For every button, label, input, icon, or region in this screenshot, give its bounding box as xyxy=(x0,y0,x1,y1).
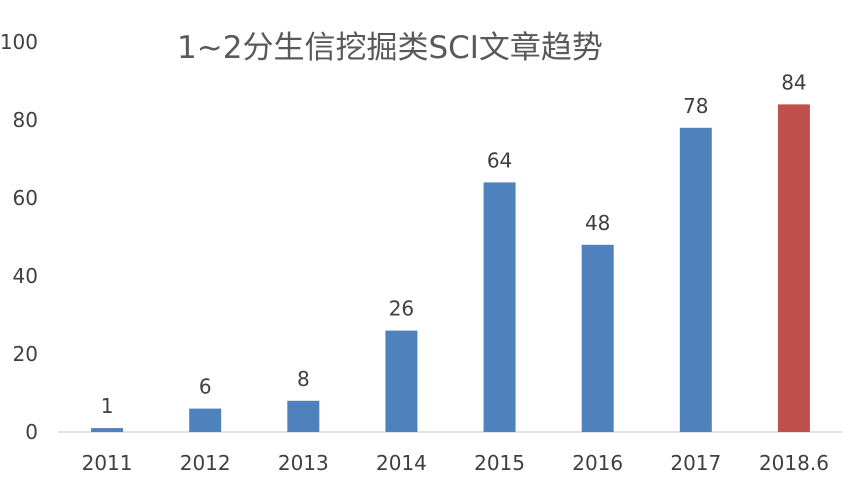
x-tick-label: 2015 xyxy=(474,451,525,475)
x-axis: 2011 2012 2013 2014 2015 2016 2017 2018.6 xyxy=(82,451,829,475)
data-label-2015: 64 xyxy=(487,148,512,172)
data-label-2012: 6 xyxy=(199,375,212,399)
x-tick-label: 2011 xyxy=(82,451,133,475)
chart-title: 1~2分生信挖掘类SCI文章趋势 xyxy=(177,30,603,66)
x-tick-label: 2013 xyxy=(278,451,329,475)
bar-2011 xyxy=(91,428,124,432)
x-tick-label: 2012 xyxy=(180,451,231,475)
data-label-2013: 8 xyxy=(297,367,310,391)
y-tick-label: 80 xyxy=(13,108,38,132)
y-axis: 0 20 40 60 80 100 xyxy=(0,30,38,444)
x-tick-label: 2017 xyxy=(670,451,721,475)
data-label-2011: 1 xyxy=(101,394,114,418)
data-label-2018.6: 84 xyxy=(781,70,806,94)
x-tick-label: 2014 xyxy=(376,451,427,475)
bar-2012 xyxy=(189,408,222,432)
data-labels: 1 6 8 26 64 48 78 84 xyxy=(101,70,807,418)
data-label-2014: 26 xyxy=(389,297,414,321)
bar-2015 xyxy=(483,182,516,432)
y-tick-label: 60 xyxy=(13,186,38,210)
y-tick-label: 20 xyxy=(13,342,38,366)
bar-2017 xyxy=(679,127,712,433)
y-tick-label: 100 xyxy=(0,30,38,54)
bar-2016 xyxy=(581,244,614,432)
data-label-2017: 78 xyxy=(683,94,708,118)
bar-2018.6 xyxy=(777,104,810,433)
bar-2013 xyxy=(287,400,320,432)
y-tick-label: 40 xyxy=(13,264,38,288)
x-tick-label: 2016 xyxy=(572,451,623,475)
bar-2014 xyxy=(385,330,418,432)
x-tick-label: 2018.6 xyxy=(759,451,829,475)
bars xyxy=(91,104,810,433)
data-label-2016: 48 xyxy=(585,211,610,235)
y-tick-label: 0 xyxy=(25,420,38,444)
